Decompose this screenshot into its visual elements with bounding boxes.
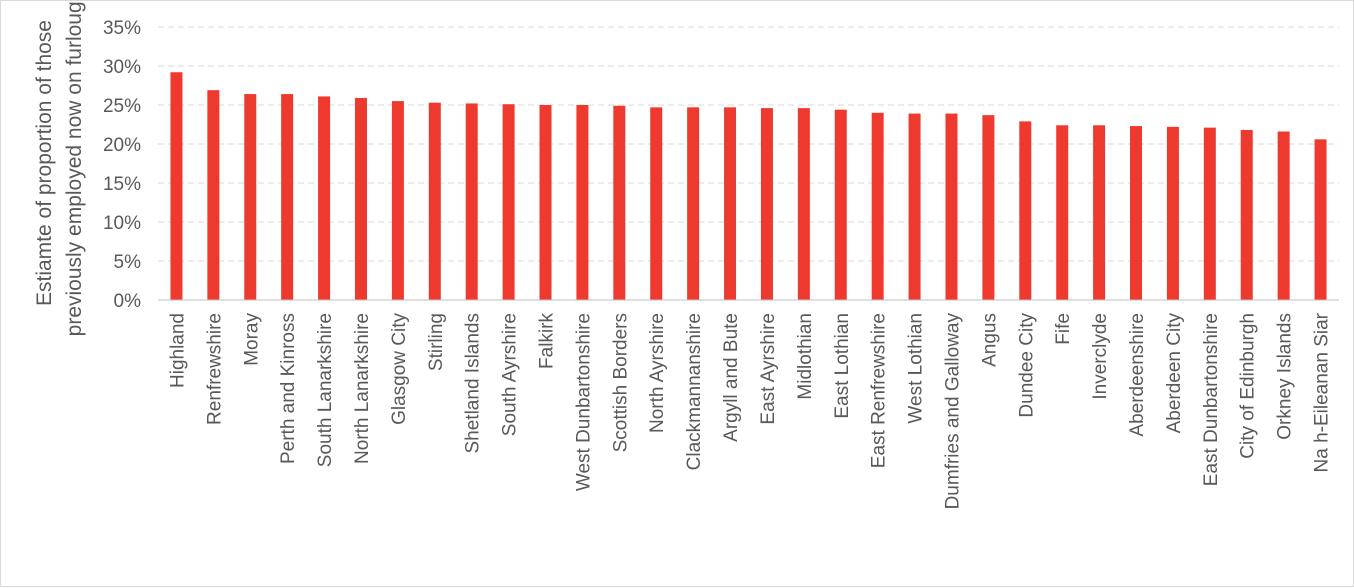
bar (170, 72, 183, 301)
bars (170, 72, 1327, 301)
x-category-label: Moray (241, 313, 262, 366)
y-axis-ticks: 0% 5% 10% 15% 20% 25% 30% 35% (103, 18, 141, 312)
x-category-label: East Dunbartonshire (1201, 313, 1222, 486)
bar (834, 109, 847, 301)
bar (650, 107, 663, 300)
bar (207, 90, 220, 301)
y-tick-label: 15% (103, 174, 141, 195)
x-category-label: Scottish Borders (610, 313, 631, 452)
bar (613, 105, 626, 300)
y-tick-label: 35% (103, 18, 141, 39)
x-category-label: South Lanarkshire (315, 313, 336, 467)
bar (687, 107, 700, 300)
x-category-label: Na h-Eileanan Siar (1312, 312, 1333, 472)
x-category-label: Dundee City (1016, 313, 1037, 418)
gridlines (158, 26, 1339, 262)
x-category-label: Perth and Kinross (278, 313, 299, 464)
x-category-label: East Ayrshire (758, 313, 779, 425)
x-category-label: Falkirk (537, 313, 558, 369)
bar (354, 97, 367, 300)
x-category-label: North Lanarkshire (352, 313, 373, 464)
x-axis-category-labels: Highland Renfrewshire Moray Perth and Kinro… (167, 312, 1332, 509)
x-category-label: Aberdeen City (1164, 313, 1185, 434)
y-tick-label: 10% (103, 213, 141, 234)
bar (576, 105, 589, 300)
y-tick-label: 0% (114, 291, 142, 312)
bar (391, 101, 404, 300)
bar (1130, 126, 1143, 300)
x-category-label: Inverclyde (1090, 313, 1111, 400)
bar (502, 104, 515, 300)
bar (539, 105, 552, 300)
bar (724, 107, 737, 300)
bar (318, 96, 331, 300)
y-axis-label-line-2: previously employed now on furlough (63, 1, 86, 336)
y-tick-label: 30% (103, 57, 141, 78)
x-category-label: Argyll and Bute (721, 313, 742, 442)
x-category-label: West Lothian (906, 313, 927, 424)
bar (1314, 139, 1327, 300)
bar (982, 115, 995, 300)
x-category-label: Glasgow City (389, 313, 410, 425)
bar (1166, 126, 1179, 300)
x-category-label: Renfrewshire (204, 313, 225, 425)
x-category-label: Fife (1053, 313, 1074, 345)
x-category-label: East Renfrewshire (869, 313, 890, 468)
bar (760, 108, 773, 301)
y-axis-label-line-1: Estiamte of proportion of those (33, 20, 56, 306)
bar (945, 113, 958, 300)
bar (1056, 125, 1069, 300)
bar (871, 112, 884, 300)
bar (244, 94, 257, 300)
x-category-label: Highland (167, 313, 188, 388)
x-category-label: North Ayrshire (647, 313, 668, 433)
x-category-label: Dumfries and Galloway (942, 313, 963, 510)
bar (1277, 131, 1290, 300)
x-category-label: Shetland Islands (463, 313, 484, 454)
x-category-label: West Dunbartonshire (573, 313, 594, 491)
x-category-label: City of Edinburgh (1238, 313, 1259, 459)
x-category-label: East Lothian (832, 313, 853, 419)
bar (1240, 129, 1253, 300)
x-category-label: Stirling (426, 313, 447, 371)
x-category-label: Clackmannanshire (684, 313, 705, 470)
x-category-label: Orkney Islands (1275, 313, 1296, 440)
bar (1093, 125, 1106, 300)
x-category-label: Aberdeenshire (1127, 313, 1148, 437)
bar (281, 94, 294, 300)
x-category-label: South Ayrshire (500, 313, 521, 436)
bar (1019, 121, 1032, 300)
x-category-label: Angus (979, 313, 1000, 367)
bar (908, 113, 921, 300)
bar (465, 103, 478, 300)
y-tick-label: 20% (103, 135, 141, 156)
x-category-label: Midlothian (795, 313, 816, 400)
y-tick-label: 5% (114, 252, 142, 273)
bar (1203, 127, 1216, 301)
bar (428, 102, 441, 300)
bar (797, 108, 810, 301)
y-tick-label: 25% (103, 96, 141, 117)
